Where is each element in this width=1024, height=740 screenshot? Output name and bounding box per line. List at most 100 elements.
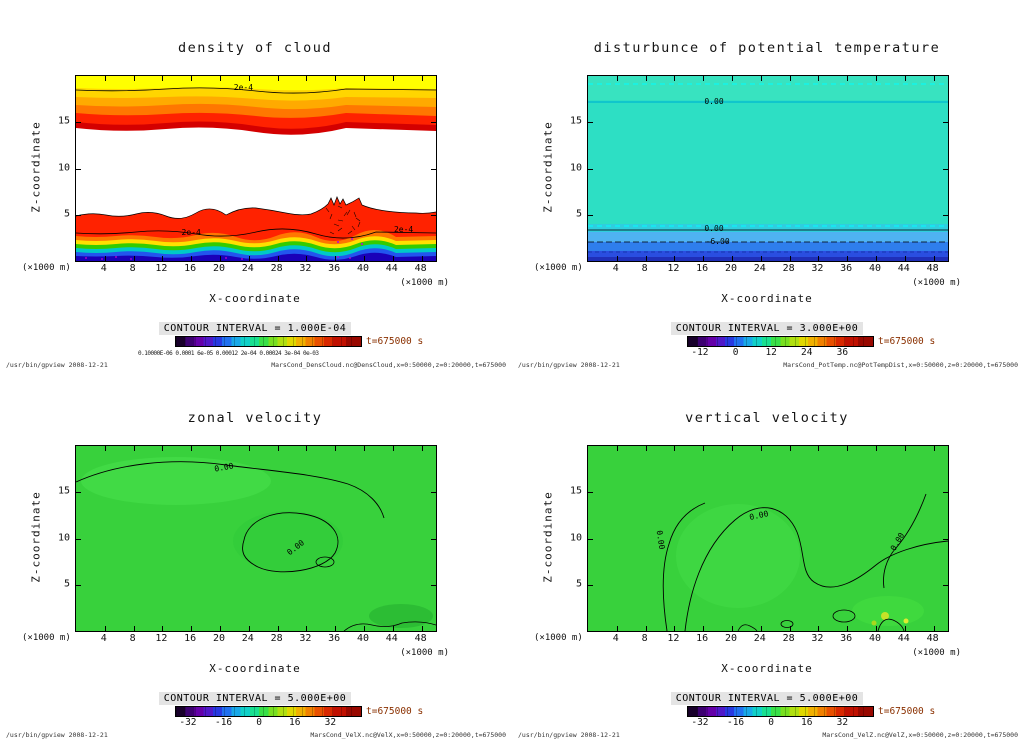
colorbar-tick-label: 0 — [256, 717, 263, 728]
y-tick-label: 15 — [569, 485, 582, 497]
tick-mark — [818, 626, 820, 631]
y-tick-label: 15 — [57, 485, 70, 497]
x-tick-label: 44 — [897, 263, 910, 274]
tick-mark — [220, 256, 221, 261]
tick-mark — [248, 256, 250, 261]
tick-mark — [588, 168, 593, 170]
x-unit-label: (×1000 m) — [912, 648, 961, 658]
plot-area: 0.00 0.00 -6.00 — [587, 75, 949, 262]
x-tick-label: 28 — [270, 263, 283, 274]
panel-vertical-velocity: vertical velocity Z-coordinate 0.00 0.00 0… — [512, 370, 1024, 740]
tick-mark — [335, 256, 337, 261]
x-axis-label: X-coordinate — [209, 292, 301, 305]
tick-mark — [162, 76, 164, 81]
contour-interval-text: CONTOUR INTERVAL = 5.000E+00 — [158, 692, 352, 705]
tick-mark — [392, 446, 394, 451]
tick-mark — [760, 256, 762, 261]
y-unit-label: (×1000 m) — [22, 633, 71, 643]
x-tick-label: 20 — [724, 633, 738, 644]
footer-command: /usr/bin/gpview 2008-12-21 — [6, 361, 108, 369]
tick-marks — [76, 76, 436, 261]
colorbar-tick-label: -32 — [691, 717, 709, 728]
tick-mark — [588, 122, 593, 124]
y-unit-label: (×1000 m) — [534, 633, 583, 643]
tick-mark — [943, 122, 948, 124]
tick-mark — [789, 76, 791, 81]
colorbar — [175, 706, 362, 717]
tick-mark — [943, 214, 948, 216]
tick-mark — [904, 256, 906, 261]
y-tick-labels: 5 10 15 — [44, 445, 70, 630]
tick-mark — [943, 538, 948, 540]
tick-mark — [431, 492, 436, 494]
vertical-velocity-field — [588, 446, 948, 631]
plot-area: 2e-4 2e-4 2e-4 — [75, 75, 437, 262]
y-tick-label: 5 — [63, 208, 70, 220]
tick-mark — [162, 446, 164, 451]
tick-mark — [248, 446, 250, 451]
tick-mark — [943, 492, 948, 494]
colorbar-tick-labels: -32 -16 0 16 32 — [687, 717, 872, 729]
tick-mark — [277, 256, 279, 261]
x-tick-label: 36 — [840, 633, 853, 644]
x-tick-label: 40 — [356, 633, 370, 644]
tick-mark — [191, 76, 193, 81]
panel-title: disturbunce of potential temperature — [593, 40, 941, 56]
y-tick-label: 5 — [575, 208, 582, 220]
x-tick-label: 40 — [868, 633, 882, 644]
colorbar-tick-label: 24 — [801, 347, 813, 358]
y-axis-label: Z-coordinate — [29, 121, 43, 213]
y-tick-label: 5 — [575, 578, 582, 590]
footer-dataset: MarsCond_PotTemp.nc@PotTempDist,x=0:5000… — [783, 361, 1018, 369]
x-tick-label: 8 — [641, 633, 648, 644]
tick-mark — [277, 76, 279, 81]
x-tick-label: 36 — [328, 633, 341, 644]
time-label: t=675000 s — [366, 706, 424, 717]
tick-mark — [76, 168, 81, 170]
tick-mark — [876, 626, 877, 631]
x-tick-labels: 4 8 12 16 20 24 28 32 36 40 44 48 — [75, 263, 435, 277]
x-tick-label: 8 — [129, 263, 136, 274]
tick-mark — [335, 76, 337, 81]
plot-area: 0.00 0.00 — [75, 445, 437, 632]
tick-mark — [760, 446, 762, 451]
x-tick-label: 24 — [753, 633, 766, 644]
tick-mark — [789, 626, 791, 631]
tick-mark — [277, 626, 279, 631]
colorbar-tick-label: 16 — [801, 717, 813, 728]
contour-interval-text: CONTOUR INTERVAL = 3.000E+00 — [670, 322, 864, 335]
tick-mark — [431, 168, 436, 170]
tick-mark — [104, 446, 106, 451]
footer-dataset: MarsCond_VelX.nc@VelX,x=0:50000,z=0:2000… — [310, 731, 506, 739]
x-tick-label: 28 — [782, 633, 795, 644]
tick-mark — [818, 76, 820, 81]
tick-mark — [76, 214, 81, 216]
tick-mark — [943, 584, 948, 586]
panel-title: vertical velocity — [685, 410, 849, 426]
tick-mark — [703, 256, 705, 261]
x-axis-label: X-coordinate — [721, 292, 813, 305]
x-tick-label: 24 — [241, 633, 254, 644]
x-tick-label: 20 — [212, 263, 226, 274]
panel-title: density of cloud — [177, 40, 333, 56]
density-of-cloud-field — [76, 76, 436, 261]
tick-mark — [392, 626, 394, 631]
contour-line-label: 2e-4 — [233, 83, 254, 93]
time-label: t=675000 s — [878, 706, 936, 717]
tick-mark — [431, 584, 436, 586]
plot-footer: /usr/bin/gpview 2008-12-21 MarsCond_VelX… — [6, 731, 506, 739]
colorbar-tick-label: 16 — [289, 717, 301, 728]
y-unit-label: (×1000 m) — [534, 263, 583, 273]
tick-mark — [104, 626, 106, 631]
tick-marks — [76, 446, 436, 631]
plot-area: 0.00 0.00 0.00 — [587, 445, 949, 632]
colorbar-tick-label: 0 — [768, 717, 775, 728]
tick-mark — [847, 446, 849, 451]
x-tick-label: 12 — [667, 633, 680, 644]
x-tick-label: 12 — [667, 263, 680, 274]
tick-mark — [876, 446, 877, 451]
x-tick-labels: 4 8 12 16 20 24 28 32 36 40 44 48 — [587, 263, 947, 277]
tick-mark — [674, 626, 676, 631]
x-tick-label: 24 — [241, 263, 254, 274]
